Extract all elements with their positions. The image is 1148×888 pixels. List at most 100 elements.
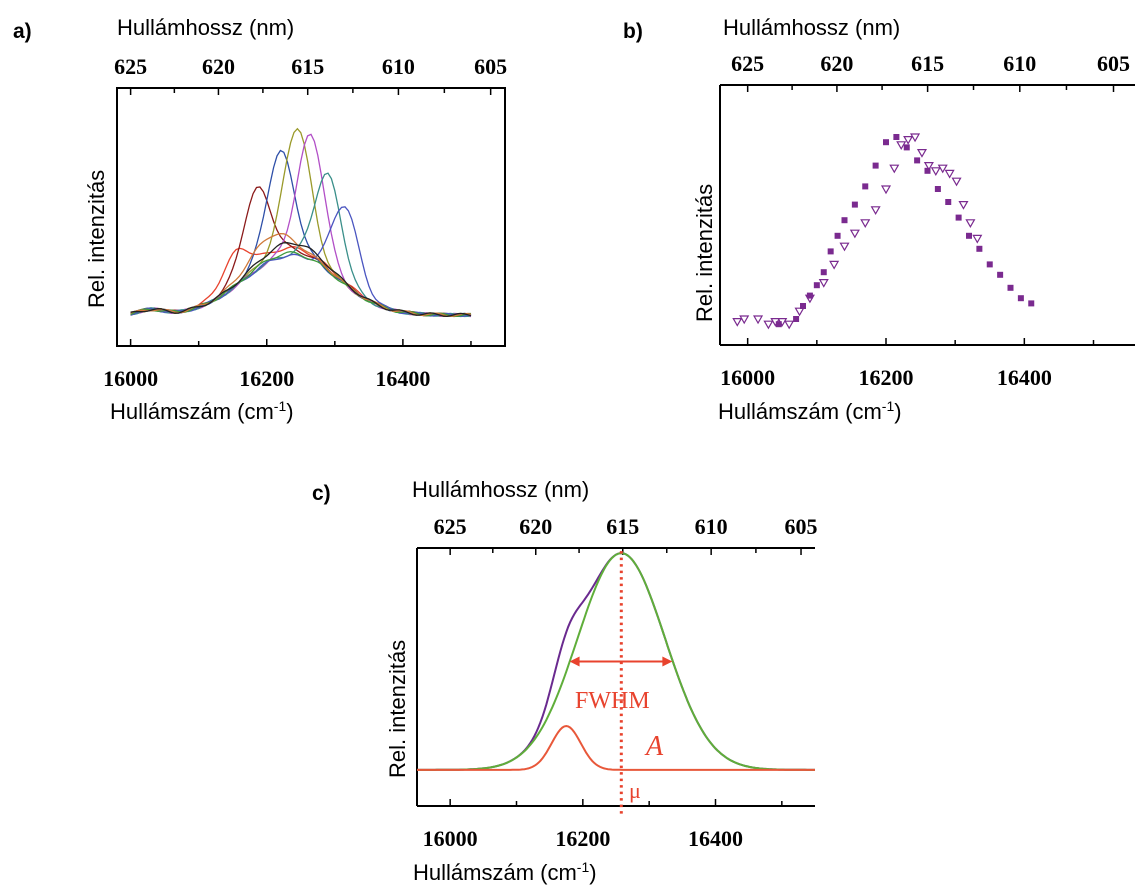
panel-c: c) Hullámhossz (nm) 625 620 615 610 605 1600… <box>312 477 818 885</box>
panel-b-top-tick-label: 605 <box>1097 51 1130 76</box>
panel-b-triangle-point <box>739 315 750 325</box>
panel-b-triangle-point <box>937 164 948 174</box>
panel-b-letter: b) <box>623 20 643 43</box>
panel-c-bottom-tick-label: 16200 <box>555 826 610 851</box>
panel-c-fwhm-arrowhead-left <box>569 656 580 667</box>
panel-a-letter: a) <box>13 20 32 43</box>
panel-a-series-line <box>130 186 472 318</box>
panel-a-series-line <box>130 232 472 318</box>
panel-a-bottom-tick-label: 16200 <box>239 366 294 391</box>
panel-a-ylabel: Rel. intenzitás <box>84 170 109 308</box>
panel-b-triangle-point <box>794 307 805 317</box>
panel-b-triangle-point <box>860 219 871 229</box>
panel-b-triangle-point <box>880 185 892 195</box>
panel-b-triangle-point <box>839 242 850 252</box>
panel-a-top-tick-label: 620 <box>202 54 235 79</box>
panel-b-triangle-point <box>889 164 900 174</box>
panel-c-top-tick-label: 620 <box>519 514 552 539</box>
panel-a-bottom-ticks: 16000 16200 16400 <box>103 339 472 391</box>
panel-b-triangle-point <box>972 234 983 244</box>
panel-a-top-axis-title: Hullámhossz (nm) <box>117 15 294 40</box>
panel-b-square-point <box>1028 300 1035 307</box>
panel-c-xlabel: Hullámszám (cm-1) <box>413 859 597 885</box>
panel-b-triangle-point <box>753 315 764 325</box>
panel-a-series <box>130 127 472 318</box>
panel-b-top-tick-label: 620 <box>820 51 853 76</box>
panel-b-triangle-point <box>777 318 788 327</box>
panel-b-triangle-point <box>903 136 914 145</box>
panel-b-triangle-point <box>763 320 774 330</box>
panel-b-triangle-point <box>804 294 815 304</box>
panel-a-top-tick-label: 605 <box>474 54 507 79</box>
panel-a-bottom-tick-label: 16400 <box>375 366 430 391</box>
panel-b-axes <box>719 84 1135 346</box>
panel-b-ylabel: Rel. intenzitás <box>692 184 717 322</box>
panel-b-triangle-point <box>910 133 921 143</box>
panel-b-bottom-tick-label: 16200 <box>859 365 914 390</box>
panel-b-square-point <box>914 157 921 164</box>
panel-a-series-line <box>130 149 472 318</box>
panel-b-triangle-point <box>896 141 907 151</box>
panel-c-fwhm-label: FWHM <box>575 688 650 714</box>
panel-a-top-tick-label: 615 <box>291 54 324 79</box>
panel-b-square-point <box>955 214 962 221</box>
panel-b-top-tick-label: 625 <box>731 51 764 76</box>
panel-b-bottom-tick-label: 16000 <box>720 365 775 390</box>
panel-b-square-point <box>997 271 1004 278</box>
panel-b-square-point <box>976 245 983 252</box>
panel-b-square-point <box>1017 295 1024 302</box>
panel-b-square-point <box>841 217 848 224</box>
panel-b-square-point <box>872 162 879 169</box>
panel-a-top-tick-label: 625 <box>114 54 147 79</box>
panel-b-bottom-ticks: 16000 16200 16400 <box>720 338 1095 390</box>
panel-c-side-gaussian-line <box>417 724 815 771</box>
panel-b-square-point <box>934 186 941 192</box>
panel-b-triangle-point <box>965 219 976 229</box>
panel-b-xlabel: Hullámszám (cm-1) <box>718 398 902 424</box>
panel-c-main-gaussian-line <box>417 552 815 771</box>
panel-b-square-point <box>945 199 952 205</box>
panel-b-triangle-point <box>923 162 934 171</box>
panel-b-square-point <box>924 167 931 174</box>
panel-c-top-ticks: 625 620 615 610 605 <box>434 514 818 555</box>
panel-b-top-ticks: 625 620 615 610 605 <box>731 51 1130 92</box>
panel-b-triangle-point <box>829 260 840 270</box>
panel-b-triangle-point <box>770 318 781 327</box>
panel-c-top-tick-label: 605 <box>785 514 818 539</box>
panel-c-series <box>417 552 815 771</box>
panel-b-triangle-point <box>732 318 743 327</box>
panel-b-square-point <box>834 232 841 239</box>
panel-c-top-tick-label: 610 <box>695 514 728 539</box>
panel-c-amplitude-label: A <box>644 731 664 762</box>
panel-b-series <box>732 133 1035 330</box>
panel-b-square-point <box>862 183 869 190</box>
panel-b-top-tick-label: 610 <box>1003 51 1036 76</box>
panel-a-plot-frame <box>116 87 506 347</box>
panel-c-top-tick-label: 615 <box>606 514 639 539</box>
panel-a-series-line <box>130 245 472 318</box>
panel-a-top-ticks: 625 620 615 610 605 <box>114 54 507 95</box>
panel-b-triangle-point <box>944 169 955 179</box>
panel-a-xlabel: Hullámszám (cm-1) <box>110 398 294 424</box>
panel-b-square-point <box>1007 284 1014 291</box>
panel-a-series-line <box>130 250 472 318</box>
panel-c-ylabel: Rel. intenzitás <box>385 640 410 778</box>
panel-b-triangle-point <box>870 206 881 216</box>
panel-b-square-point <box>893 134 900 140</box>
panel-b-triangle-point <box>784 320 795 330</box>
panel-a: a) Hullámhossz (nm) 625 620 615 610 605 1600… <box>13 15 507 424</box>
panel-b-square-point <box>903 144 910 151</box>
panel-b-triangle-point <box>958 201 969 210</box>
panel-b-triangle-point <box>930 167 941 177</box>
panel-b: b) Hullámhossz (nm) 625 620 615 610 605 1600… <box>623 15 1135 424</box>
panel-b-triangle-point <box>951 177 962 187</box>
panel-c-fwhm-arrowhead-right <box>662 656 673 667</box>
panel-b-top-axis-title: Hullámhossz (nm) <box>723 15 900 40</box>
panel-b-triangle-point <box>916 149 928 158</box>
panel-b-square-point <box>793 316 800 322</box>
panel-a-bottom-tick-label: 16000 <box>103 366 158 391</box>
panel-b-triangle-point <box>849 229 860 239</box>
panel-b-bottom-tick-label: 16400 <box>997 365 1052 390</box>
panel-c-letter: c) <box>312 482 331 505</box>
